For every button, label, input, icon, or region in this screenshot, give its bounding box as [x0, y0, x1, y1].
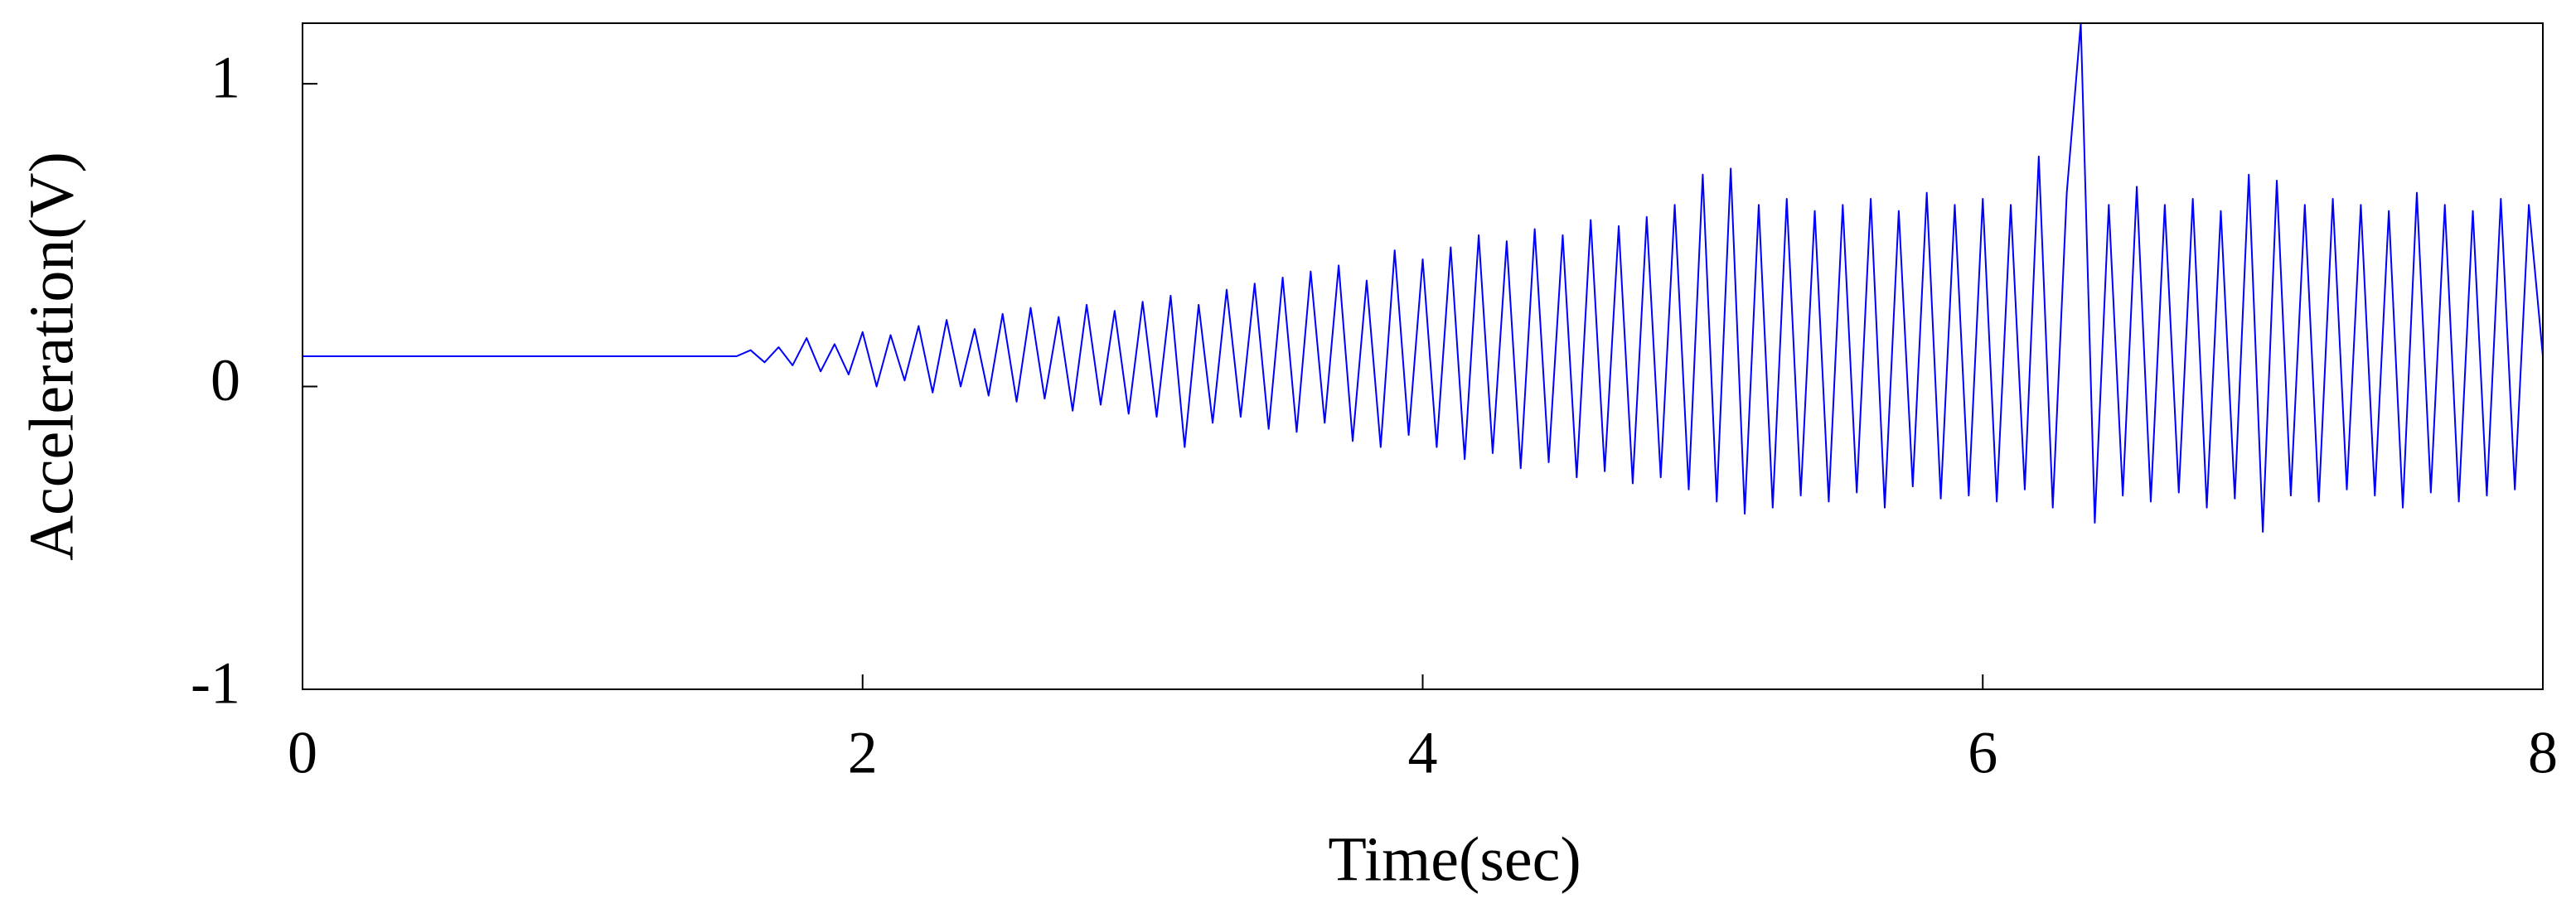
- y-axis-label: Acceleration(V): [17, 152, 86, 561]
- x-tick-label: 8: [2528, 720, 2558, 786]
- y-tick-label: 1: [211, 45, 240, 111]
- x-tick-label: 4: [1408, 720, 1438, 786]
- plot-frame: [302, 22, 2544, 690]
- signal-line: [303, 22, 2544, 533]
- x-tick-label: 2: [848, 720, 878, 786]
- x-tick-label: 0: [288, 720, 317, 786]
- x-tick-label: 6: [1968, 720, 1997, 786]
- y-tick-label: 0: [211, 347, 240, 413]
- x-axis-label: Time(sec): [1328, 824, 1581, 894]
- y-tick-label: -1: [191, 650, 240, 717]
